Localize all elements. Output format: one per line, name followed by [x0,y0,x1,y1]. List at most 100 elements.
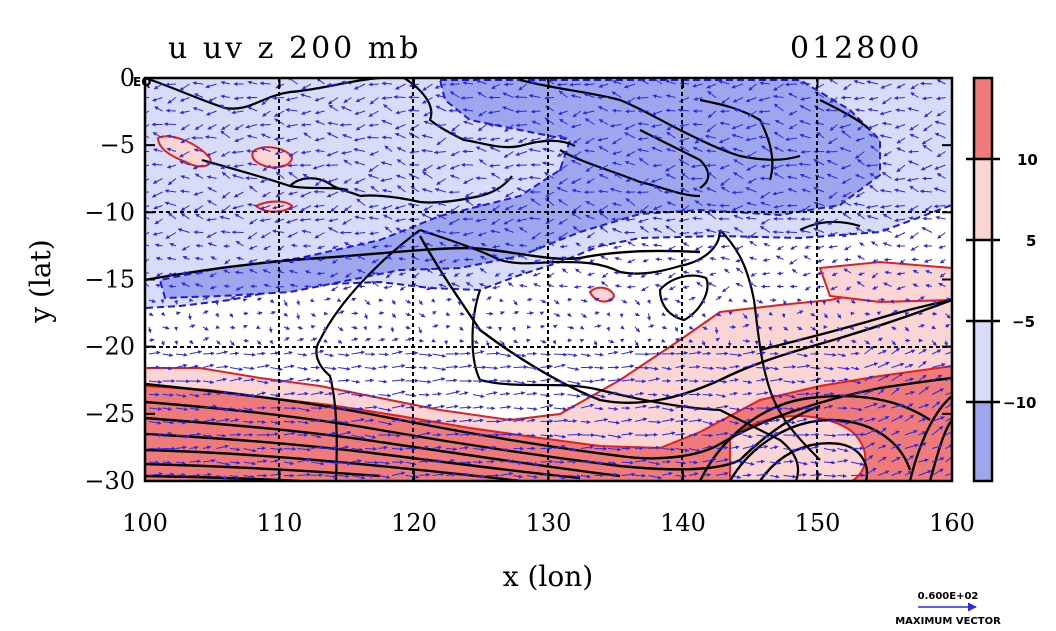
wind-vector [773,83,784,91]
wind-vector [518,83,528,91]
wind-vector [381,81,393,86]
wind-vector [513,365,528,370]
wind-vector [650,178,663,183]
wind-vector [702,351,712,356]
wind-vector [354,178,366,184]
wind-vector [145,232,150,236]
wind-vector [813,218,825,225]
wind-vector [182,255,190,260]
wind-vector [638,157,649,166]
wind-vector [422,171,433,179]
wind-vector [575,242,582,247]
wind-vector [248,259,258,264]
wind-vector [572,151,582,159]
wind-vector [540,459,554,464]
wind-vector [327,121,339,126]
wind-vector [449,91,460,98]
wind-vector [920,81,933,86]
wind-vector [152,131,163,139]
wind-vector [586,178,595,184]
wind-vector [733,214,744,220]
wind-vector [343,255,352,260]
wind-vector [720,109,730,114]
wind-vector [934,132,946,139]
wind-vector [422,97,433,104]
wind-vector [491,205,501,212]
wind-vector [300,191,312,198]
wind-vector [572,205,582,213]
wind-vector [232,205,244,210]
wind-vector [827,218,838,225]
wind-vector [326,151,339,157]
reference-vector: 0.600E+02 MAXIMUM VECTOR [895,591,1001,627]
wind-vector [540,419,554,424]
x-tick-label: 160 [929,509,975,537]
wind-vector [870,145,879,152]
wind-vector [866,228,879,233]
wind-vector [612,202,622,207]
wind-vector [343,178,352,184]
wind-vector [397,185,406,193]
wind-vector [368,110,379,117]
wind-vector [553,392,565,397]
wind-vector [229,432,242,437]
wind-vector [451,131,460,139]
wind-vector [894,204,906,209]
wind-vector [745,137,757,142]
wind-vector [735,258,744,263]
wind-vector [731,133,744,139]
wind-vector [286,218,298,224]
wind-vector [584,118,595,125]
wind-vector [799,229,811,234]
wind-vector [882,161,892,166]
wind-vector [799,173,811,179]
wind-vector [868,133,879,139]
wind-vector [421,188,433,193]
wind-vector [826,159,838,166]
wind-vector [761,145,771,152]
wind-vector [286,124,298,128]
wind-vector [665,218,676,223]
wind-vector [153,205,163,210]
wind-vector [598,145,609,152]
wind-vector [206,151,217,157]
wind-vector [231,150,244,155]
wind-vector [599,225,609,233]
wind-vector [695,258,703,263]
wind-vector [788,92,798,98]
wind-vector [934,164,946,170]
wind-vector [799,105,811,112]
wind-vector [879,110,892,116]
wind-vector [678,158,690,166]
wind-vector [652,216,663,221]
wind-vector [180,124,190,131]
wind-vector [682,242,690,247]
wind-vector [192,106,204,112]
wind-vector [476,137,487,141]
x-tick-label: 110 [257,509,303,537]
wind-vector [465,199,474,206]
wind-vector [274,136,285,141]
wind-vector [853,96,865,101]
shaded-region-strong-negative [158,79,881,300]
wind-vector [314,97,325,102]
wind-vector [850,432,866,437]
wind-vector [665,173,676,179]
wind-vector [436,214,447,220]
wind-vector [773,204,784,209]
wind-vector [423,205,433,212]
wind-vector [355,124,366,131]
wind-vector [910,92,919,98]
wind-vector [516,218,528,223]
wind-vector [499,432,513,437]
wind-vector [530,109,541,114]
wind-vector [666,131,676,139]
wind-vector [301,229,312,234]
wind-vector [572,226,582,233]
wind-vector [180,137,190,144]
wind-vector [288,171,298,179]
wind-vector [300,122,312,127]
wind-vector [625,109,636,114]
wind-vector [340,106,352,112]
wind-vector [368,216,379,220]
